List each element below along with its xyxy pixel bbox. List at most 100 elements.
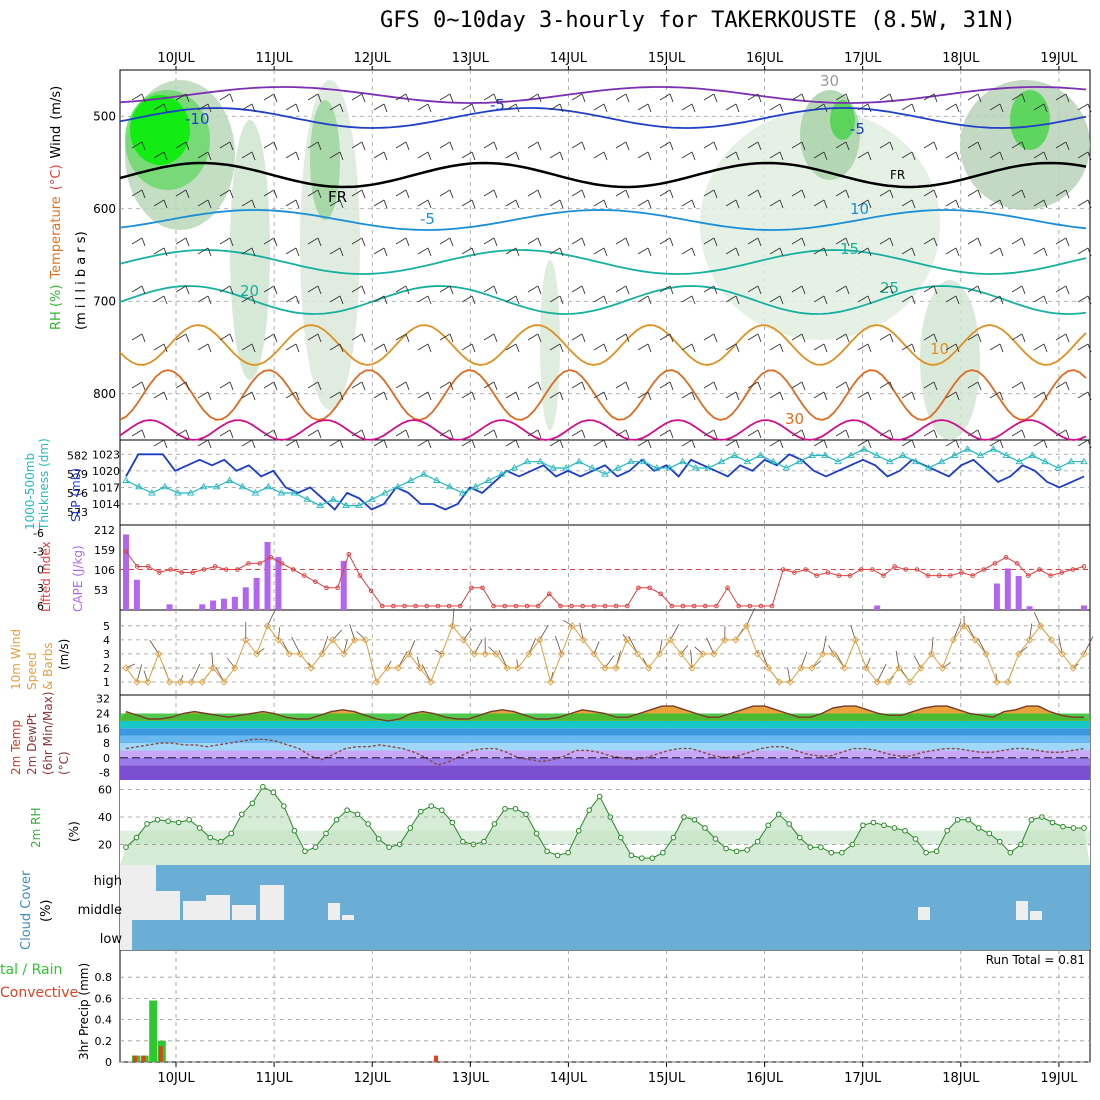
upper-ylabel-part: (m/s) [49, 86, 64, 120]
thickness-ylabel-text: 1000-500mbThickness (dm) [23, 438, 51, 531]
wind-barb [527, 381, 539, 389]
wind10m-marker [808, 664, 816, 672]
wind-barb [427, 391, 432, 401]
wind10m-marker [764, 664, 772, 672]
cape-bar [231, 596, 238, 610]
wind-barb [823, 247, 828, 257]
wind-barb [835, 141, 847, 149]
wind-barb [471, 103, 476, 113]
wind10m-marker [775, 678, 783, 686]
wind-barb [713, 93, 718, 103]
wind-barb [681, 391, 693, 399]
thickness-marker [821, 451, 829, 458]
thickness-marker [277, 489, 286, 496]
wind10m-marker [187, 678, 195, 686]
cape-bar [340, 560, 347, 610]
wind-barb [329, 199, 341, 207]
wind-barb [823, 391, 828, 401]
wind-barb [197, 151, 209, 159]
rh2m-marker [123, 844, 129, 850]
thickness-marker [989, 445, 998, 452]
wind-barb [307, 285, 319, 293]
wind10m-barb [746, 608, 755, 626]
wind10m-marker [525, 650, 533, 658]
wind-barb [241, 391, 253, 399]
rh2m-marker [154, 816, 161, 823]
rh2m-marker [691, 816, 698, 823]
thickness-marker [368, 495, 376, 502]
wind-barb [637, 391, 649, 399]
temp-ylabel-part: (°C) [57, 751, 71, 775]
wind-tick-label: 1 [103, 676, 110, 689]
li-marker [413, 603, 418, 609]
wind10m-barb [706, 637, 715, 655]
wind-barb [207, 343, 212, 353]
wind-barb [1087, 151, 1092, 161]
wind-barb [779, 343, 784, 353]
wind-barb [581, 141, 586, 151]
wind-barb [967, 429, 979, 437]
wind-barb [383, 391, 388, 401]
rh2m-marker [628, 852, 635, 859]
wind-barb [1043, 103, 1048, 113]
wind-barb [251, 199, 256, 209]
wind-barb [285, 103, 297, 111]
wind-barb [471, 247, 476, 257]
wind-barb [791, 429, 803, 437]
li-marker [1037, 567, 1042, 572]
wind-barb [757, 189, 762, 199]
rh2m-marker [196, 825, 203, 831]
wind10m-marker [895, 664, 903, 672]
wind-barb [527, 189, 539, 197]
wind-barb [361, 333, 366, 343]
wind-barb [417, 439, 429, 447]
wind-barb [901, 103, 913, 111]
wind10m-marker [252, 650, 261, 658]
wind-barb [395, 189, 407, 197]
wind-barb [527, 93, 539, 101]
wind10m-barb [256, 648, 265, 655]
wind-barb [439, 333, 451, 341]
rh2m-marker [975, 825, 982, 831]
thickness-marker [562, 464, 570, 471]
wind-barb [1033, 391, 1045, 399]
precip-legend-conv: Convective [0, 985, 78, 1001]
wind-barb [713, 285, 718, 295]
wind-barb [405, 141, 410, 151]
thickness-marker [769, 457, 778, 465]
wind-barb [779, 199, 784, 209]
wind-barb [527, 333, 539, 341]
bottom-date-label: 19JUL [1040, 1071, 1078, 1086]
li-marker [123, 548, 129, 554]
wind-barb [1033, 103, 1045, 111]
wind-barb [967, 141, 979, 149]
cape-bar [253, 577, 260, 610]
rh2m-marker [523, 811, 529, 818]
wind10m-marker [231, 664, 239, 672]
wind-barb [923, 237, 935, 245]
thickness-marker [782, 464, 791, 471]
wind10m-marker [949, 636, 958, 644]
wind10m-marker [742, 622, 751, 630]
wind-barb [1087, 439, 1092, 449]
temp-band [120, 743, 1090, 751]
wind-barb [791, 237, 803, 245]
wind10m-marker [165, 678, 174, 686]
wind10m-barb [416, 656, 421, 669]
thickness-marker [860, 445, 868, 452]
wind-barb [295, 391, 300, 401]
wind-barb [691, 343, 696, 353]
li-marker [346, 551, 352, 557]
rh-shading [1010, 90, 1050, 150]
wind-barb [1043, 199, 1048, 209]
bottom-date-label: 18JUL [942, 1071, 980, 1086]
wind-barb [229, 285, 234, 295]
wind-barb [175, 189, 187, 197]
wind-barb [197, 199, 209, 207]
wind-barb [1033, 295, 1045, 303]
wind-barb [933, 285, 938, 295]
wind10m-barb [278, 627, 281, 640]
wind-barb [769, 295, 781, 303]
wind-barb [857, 343, 869, 351]
wind10m-marker [372, 678, 381, 686]
